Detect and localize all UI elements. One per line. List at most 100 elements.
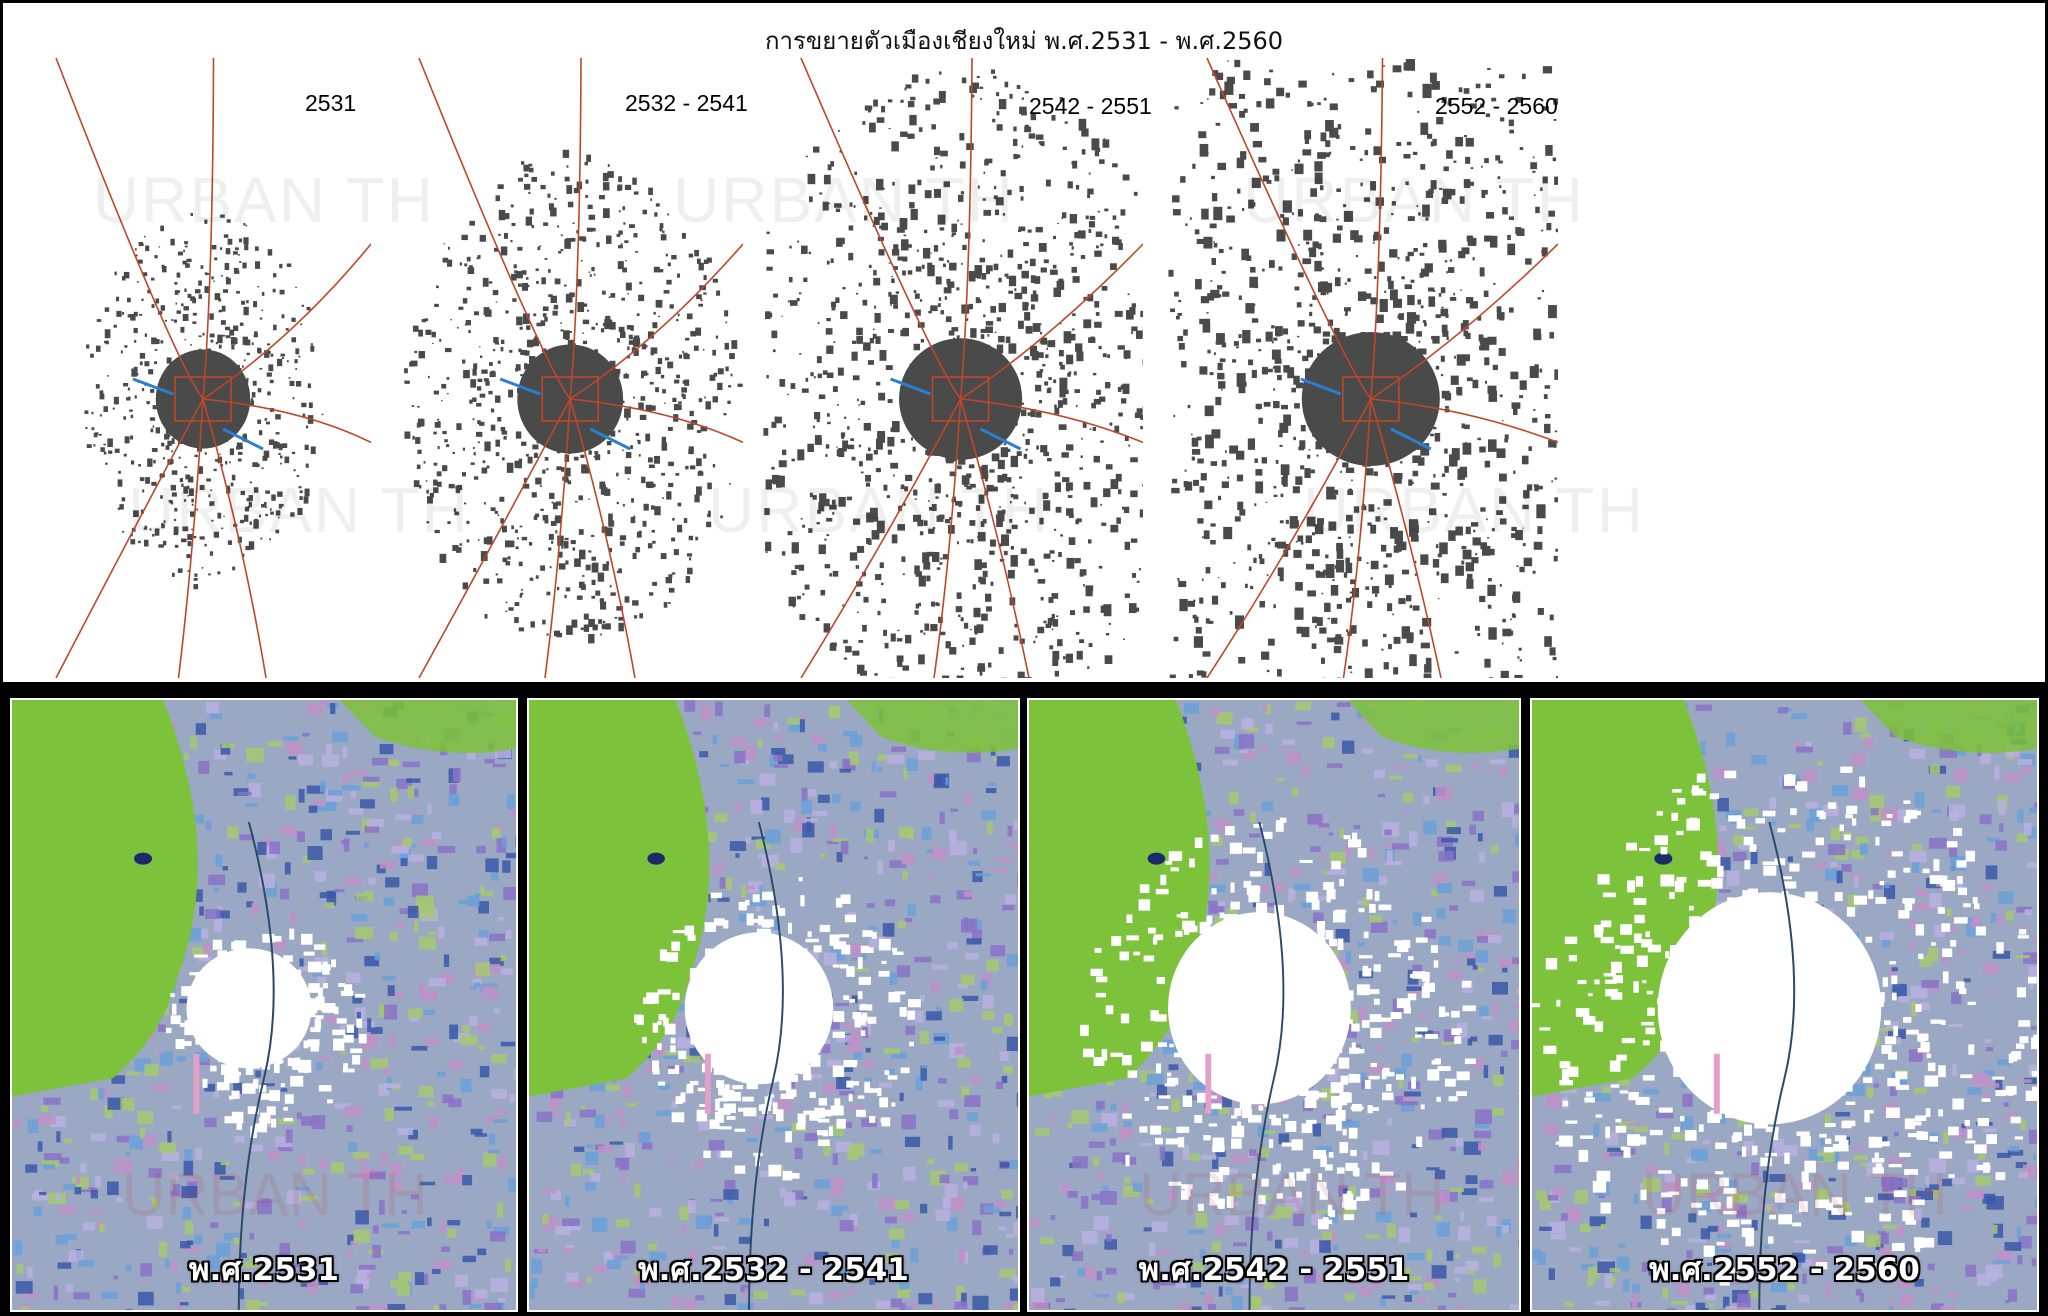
urban-patch xyxy=(825,444,830,449)
field-patch xyxy=(260,1198,271,1207)
urban-patch xyxy=(1197,458,1204,464)
urban-patch xyxy=(99,393,105,400)
urban-patch xyxy=(1297,159,1301,163)
urban-patch xyxy=(936,483,940,487)
urban-patch xyxy=(832,386,838,393)
urban-patch xyxy=(830,161,834,167)
urban-patch xyxy=(249,481,252,484)
field-patch xyxy=(760,797,770,811)
urban-patch xyxy=(1095,147,1101,153)
urban-patch xyxy=(1328,151,1332,155)
urban-patch xyxy=(858,418,860,421)
urban-patch xyxy=(1238,383,1246,394)
urban-patch xyxy=(1276,229,1286,242)
urban-patch xyxy=(1047,458,1052,462)
urban-patch xyxy=(765,551,768,553)
field-patch xyxy=(372,1225,379,1234)
urban-patch xyxy=(183,486,189,494)
urban-patch xyxy=(824,564,831,569)
urban-patch xyxy=(1068,537,1076,545)
urban-patch xyxy=(237,536,242,543)
urban-patch xyxy=(690,465,696,470)
urban-patch xyxy=(908,184,916,194)
urban-patch xyxy=(867,447,871,452)
urban-patch xyxy=(624,408,631,418)
urban-patch xyxy=(1199,143,1209,157)
urban-patch xyxy=(95,384,100,389)
urban-patch xyxy=(766,231,770,235)
field-patch xyxy=(374,952,381,961)
urban-patch xyxy=(823,623,831,633)
urban-patch xyxy=(141,243,144,246)
field-patch xyxy=(626,1102,637,1107)
field-patch xyxy=(296,1112,302,1120)
urban-patch xyxy=(528,191,531,194)
urban-patch xyxy=(1553,555,1558,562)
field-patch xyxy=(505,929,512,939)
urban-patch xyxy=(1432,426,1437,430)
urban-patch xyxy=(1221,270,1226,274)
urban-patch xyxy=(963,622,969,629)
urban-patch xyxy=(1472,379,1479,389)
urban-patch xyxy=(521,282,529,291)
urban-patch xyxy=(1526,484,1533,491)
urban-patch xyxy=(1024,356,1030,360)
urban-patch xyxy=(1211,193,1218,202)
urban-patch xyxy=(1419,252,1425,256)
urban-patch xyxy=(183,249,185,253)
urban-patch xyxy=(1110,479,1119,490)
urban-patch xyxy=(1350,230,1359,241)
urban-patch xyxy=(1533,194,1536,197)
urban-patch xyxy=(1134,412,1142,419)
urban-patch xyxy=(855,292,859,295)
urban-patch xyxy=(1107,354,1111,358)
urban-patch xyxy=(151,304,155,308)
urban-patch xyxy=(510,240,513,243)
urban-patch xyxy=(1255,481,1264,494)
field-patch xyxy=(280,1088,288,1092)
urban-patch xyxy=(1227,206,1232,209)
urban-patch xyxy=(461,472,467,477)
urban-patch xyxy=(425,480,428,482)
urban-patch xyxy=(607,171,614,178)
urban-patch xyxy=(659,223,664,229)
urban-patch xyxy=(788,596,796,607)
urban-patch xyxy=(986,484,994,492)
urban-patch xyxy=(199,484,205,491)
urban-patch xyxy=(1277,669,1282,677)
urban-patch xyxy=(1441,390,1450,399)
urban-patch xyxy=(565,293,573,303)
urban-patch xyxy=(1486,212,1495,219)
urban-patch xyxy=(990,486,998,492)
forest-patch xyxy=(339,700,516,753)
urban-patch xyxy=(730,373,733,377)
field-patch xyxy=(39,1191,47,1196)
urban-patch xyxy=(1271,537,1276,542)
field-patch xyxy=(171,1105,182,1109)
field-patch xyxy=(232,1202,242,1206)
urban-patch xyxy=(1054,404,1057,409)
field-patch xyxy=(234,1135,245,1143)
urban-patch xyxy=(919,299,923,302)
field-patch xyxy=(970,1168,977,1172)
urban-patch xyxy=(1444,514,1448,518)
urban-patch xyxy=(530,621,535,628)
field-patch xyxy=(306,785,324,794)
urban-patch xyxy=(1016,154,1021,159)
urban-patch xyxy=(158,544,164,548)
urban-patch xyxy=(573,456,579,461)
urban-patch xyxy=(1435,314,1441,318)
urban-patch xyxy=(1316,454,1319,457)
urban-patch xyxy=(1236,474,1244,482)
urban-patch xyxy=(910,437,914,441)
urban-patch xyxy=(819,493,827,504)
urban-patch xyxy=(1375,516,1381,522)
urban-patch xyxy=(1085,215,1089,220)
urban-patch xyxy=(1508,307,1514,313)
urban-patch xyxy=(1138,568,1141,571)
urban-patch xyxy=(1370,577,1373,580)
urban-patch xyxy=(1407,91,1413,98)
field-patch xyxy=(13,1240,23,1256)
urban-patch xyxy=(582,332,585,334)
urban-patch xyxy=(1083,319,1092,329)
